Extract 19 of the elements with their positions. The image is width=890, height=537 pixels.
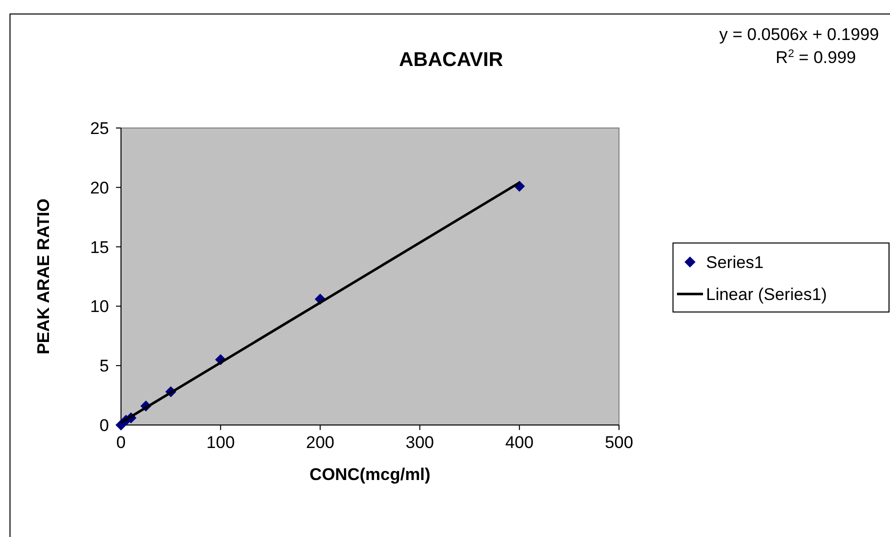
x-tick-label: 500 xyxy=(604,433,634,452)
y-tick-label: 10 xyxy=(90,297,109,316)
y-tick-label: 15 xyxy=(90,238,109,257)
legend-label: Linear (Series1) xyxy=(706,285,827,304)
x-tick-label: 400 xyxy=(505,433,534,452)
chart-title: ABACAVIR xyxy=(398,49,504,71)
legend-label: Series1 xyxy=(706,253,764,272)
x-axis-title: CONC(mcg/ml) xyxy=(310,465,430,484)
y-tick-label: 0 xyxy=(100,416,109,435)
y-tick-label: 25 xyxy=(90,119,109,138)
x-tick-label: 100 xyxy=(206,433,235,452)
y-axis-title: PEAK ARAE RATIO xyxy=(34,198,53,354)
y-tick-label: 20 xyxy=(90,178,109,198)
x-tick-label: 0 xyxy=(116,433,126,452)
y-tick-label: 5 xyxy=(100,356,109,376)
text: y = 0.0506x + 0.1999 xyxy=(719,25,879,44)
text: R$^{2}$ = 0.999 xyxy=(776,48,856,67)
x-tick-label: 200 xyxy=(306,433,334,452)
x-tick-label: 300 xyxy=(406,433,434,452)
